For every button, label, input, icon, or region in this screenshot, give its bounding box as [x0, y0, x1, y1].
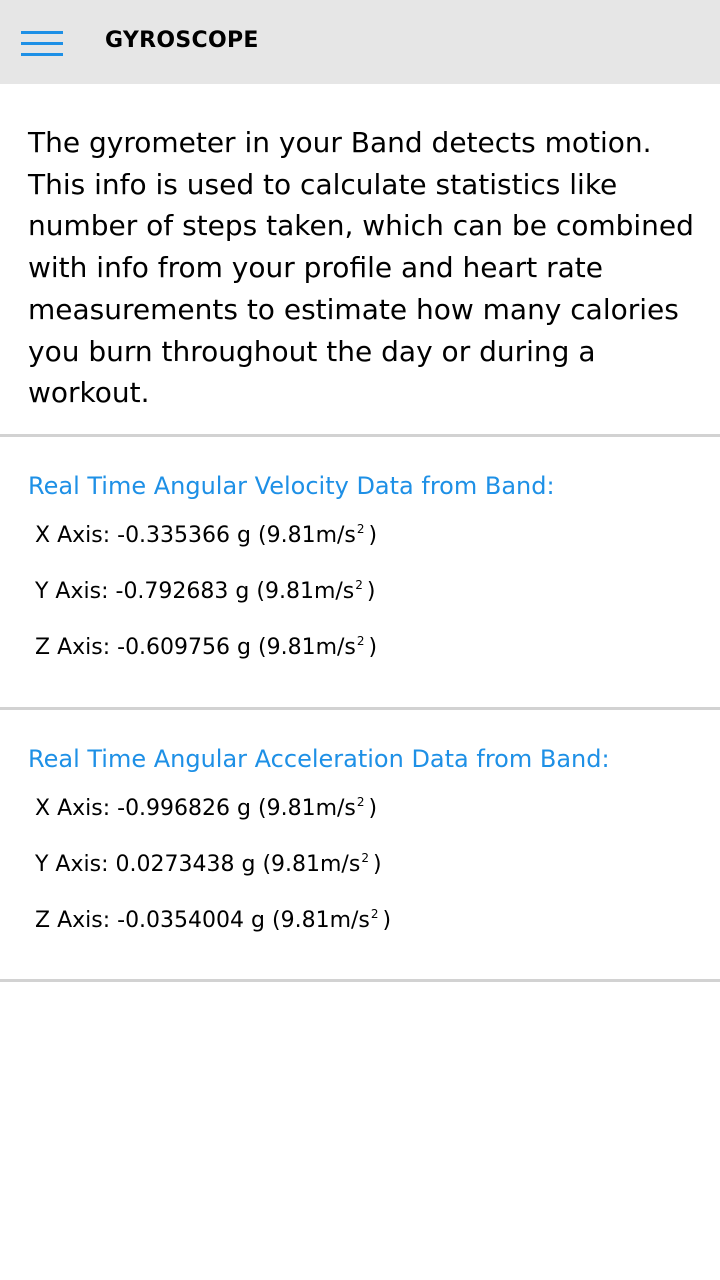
acceleration-section-title: Real Time Angular Acceleration Data from… — [28, 745, 610, 773]
velocity-z-axis-row: Z Axis: -0.609756 g (9.81m/s2) — [35, 634, 377, 660]
axis-unit: (9.81m/s2) — [258, 795, 378, 821]
hamburger-menu-icon[interactable] — [14, 22, 70, 64]
velocity-x-axis-row: X Axis: -0.335366 g (9.81m/s2) — [35, 522, 377, 548]
axis-value: -0.996826 g — [117, 796, 251, 821]
axis-value: -0.0354004 g — [117, 908, 265, 933]
axis-label: Y Axis: — [35, 852, 109, 877]
page-title: GYROSCOPE — [105, 28, 259, 53]
axis-unit: (9.81m/s2) — [272, 907, 392, 933]
axis-label: Z Axis: — [35, 635, 111, 660]
axis-label: Z Axis: — [35, 908, 111, 933]
divider — [0, 434, 720, 437]
hamburger-line — [21, 53, 63, 56]
axis-unit: (9.81m/s2) — [258, 634, 378, 660]
axis-value: -0.609756 g — [117, 635, 251, 660]
axis-unit: (9.81m/s2) — [256, 578, 376, 604]
axis-label: X Axis: — [35, 523, 111, 548]
axis-value: 0.0273438 g — [115, 852, 256, 877]
acceleration-x-axis-row: X Axis: -0.996826 g (9.81m/s2) — [35, 795, 377, 821]
hamburger-line — [21, 31, 63, 34]
axis-value: -0.335366 g — [117, 523, 251, 548]
divider — [0, 707, 720, 710]
axis-value: -0.792683 g — [115, 579, 250, 604]
app-header: GYROSCOPE — [0, 0, 720, 84]
velocity-section-title: Real Time Angular Velocity Data from Ban… — [28, 472, 555, 500]
axis-label: Y Axis: — [35, 579, 109, 604]
acceleration-z-axis-row: Z Axis: -0.0354004 g (9.81m/s2) — [35, 907, 391, 933]
description-text: The gyrometer in your Band detects motio… — [28, 126, 694, 410]
acceleration-y-axis-row: Y Axis: 0.0273438 g (9.81m/s2) — [35, 851, 382, 877]
axis-unit: (9.81m/s2) — [262, 851, 382, 877]
velocity-y-axis-row: Y Axis: -0.792683 g (9.81m/s2) — [35, 578, 375, 604]
axis-unit: (9.81m/s2) — [258, 522, 378, 548]
hamburger-line — [21, 42, 63, 45]
divider — [0, 979, 720, 982]
axis-label: X Axis: — [35, 796, 111, 821]
